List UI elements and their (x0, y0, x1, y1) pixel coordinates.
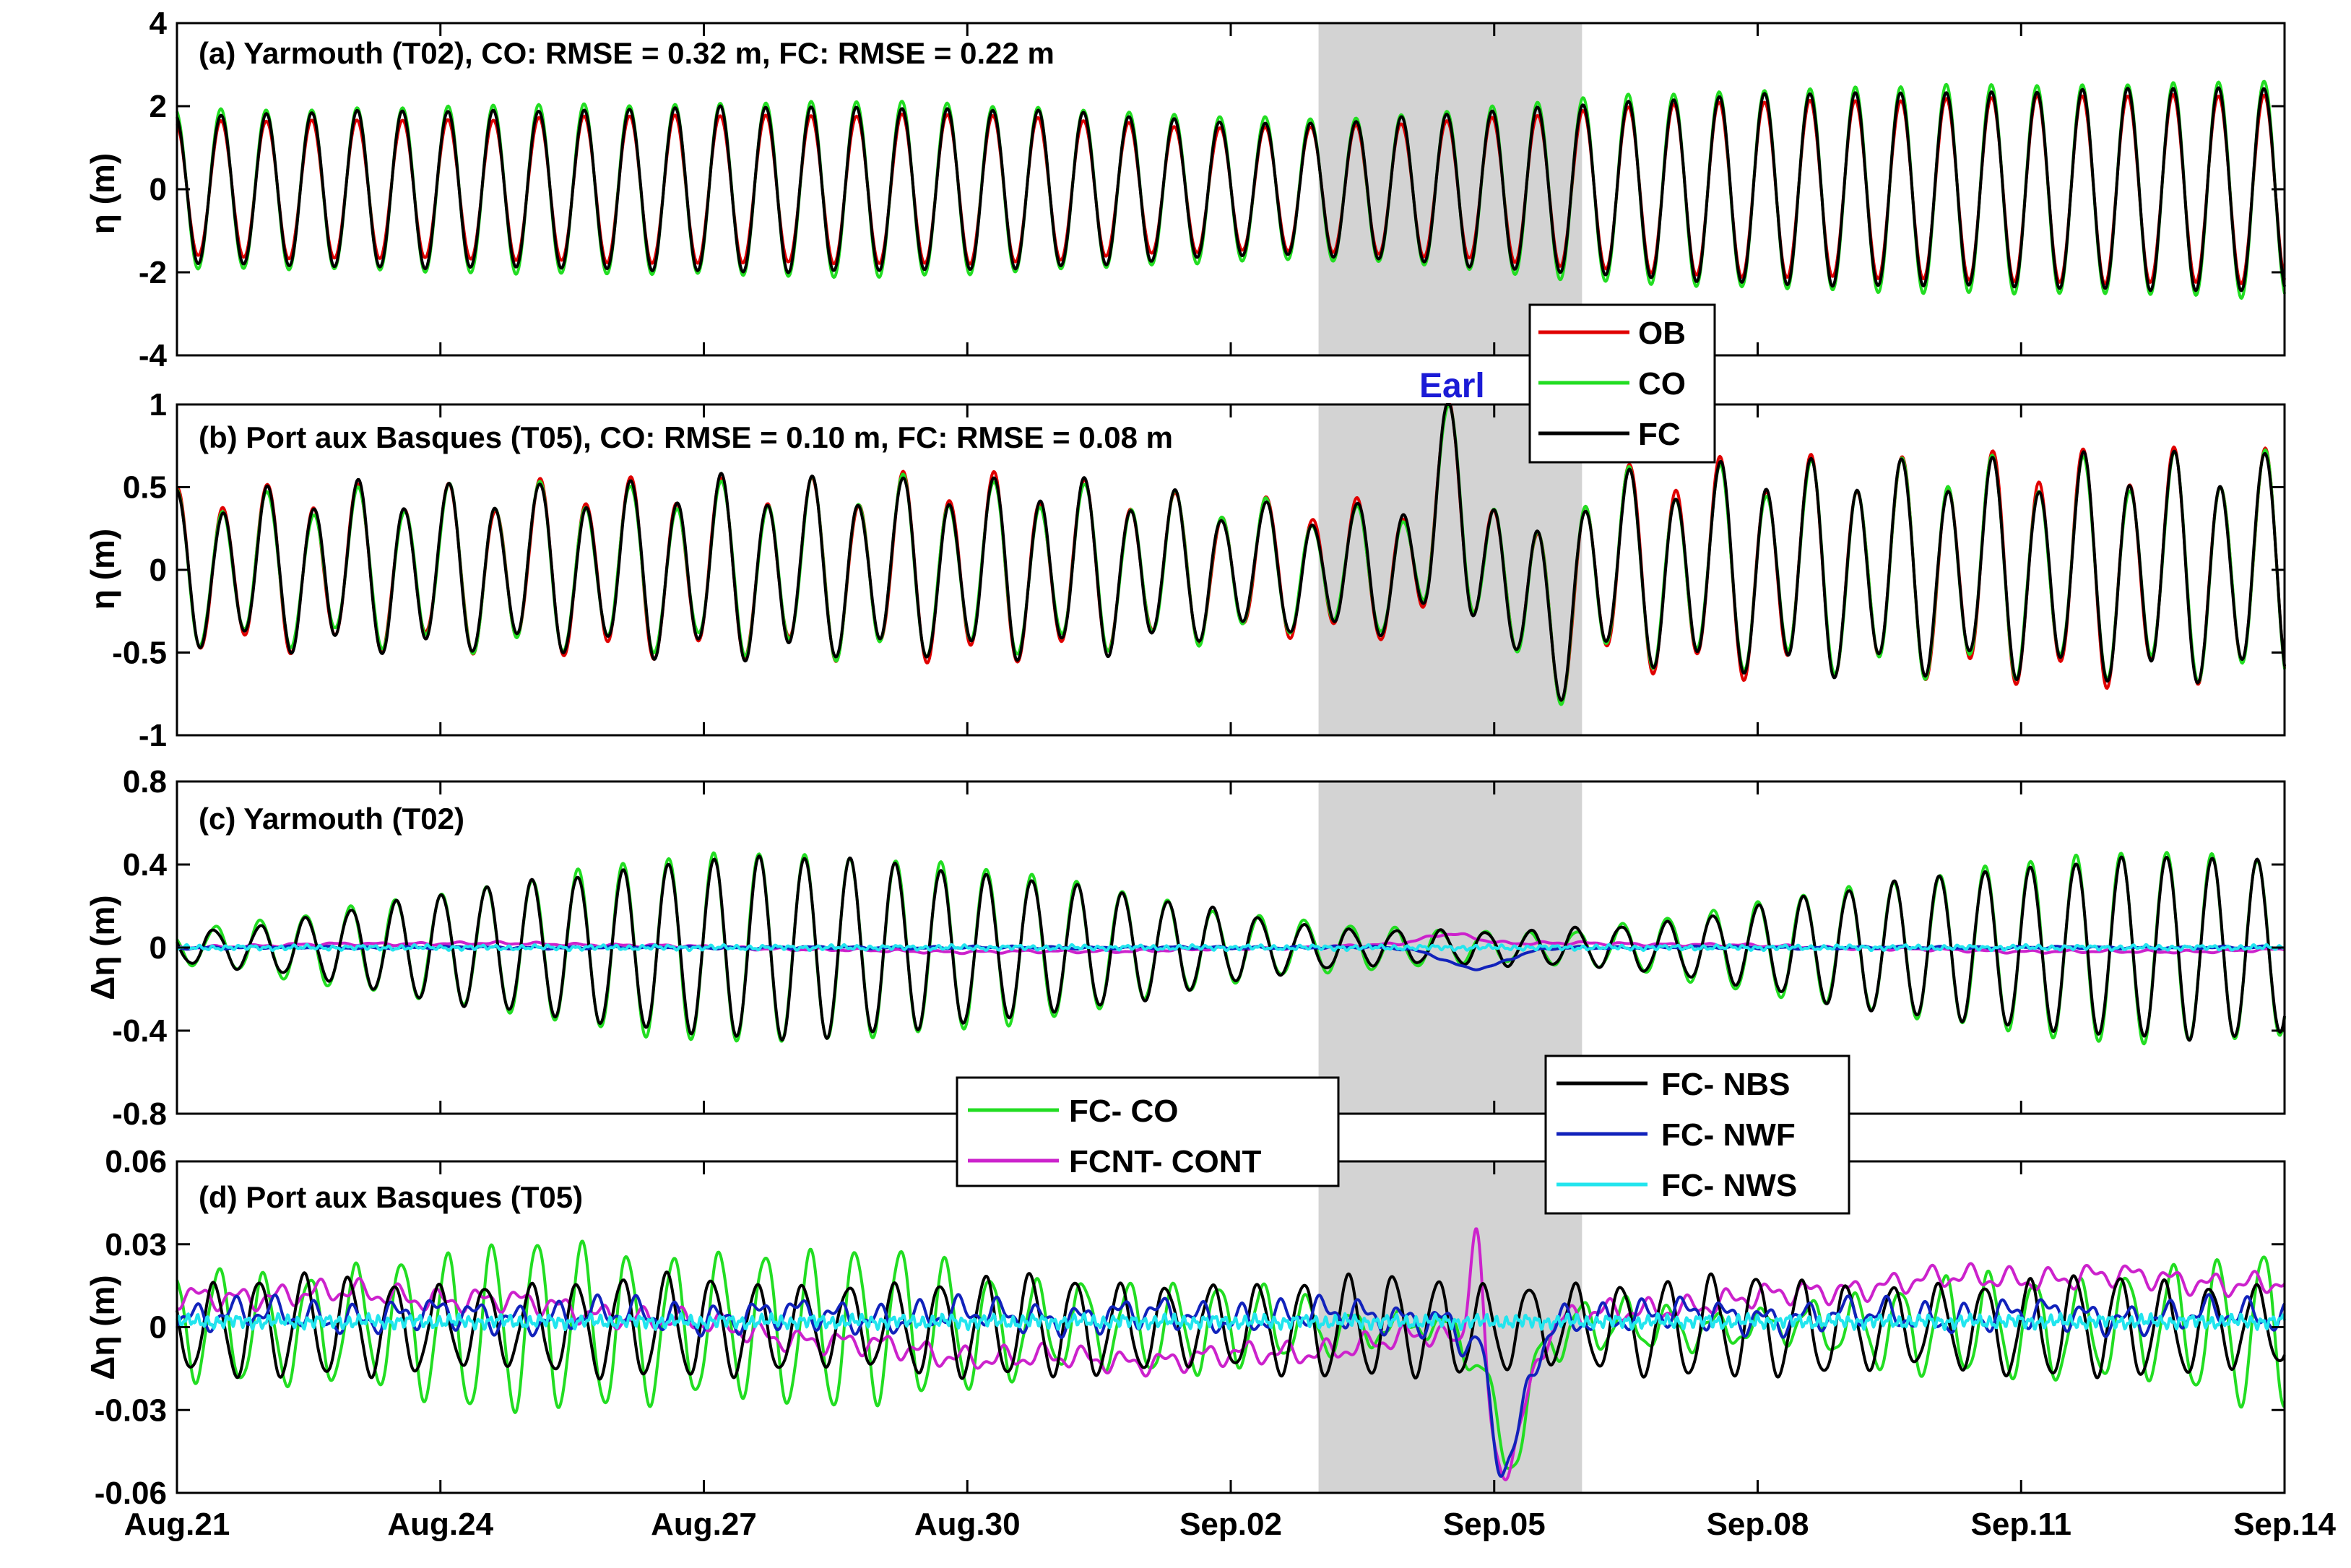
panel-a-title: (a) Yarmouth (T02), CO: RMSE = 0.32 m, F… (199, 36, 1055, 70)
panel-c-ytick-label: -0.4 (112, 1013, 167, 1049)
panel-b-series-fc (176, 403, 2286, 702)
panel-a-ytick-label: -2 (139, 255, 167, 290)
panel-b-ytick-label: 1 (150, 387, 167, 423)
panel-a-storm-shading (1318, 23, 1583, 355)
panel-d-ytick-label: 0.03 (105, 1227, 167, 1262)
panel-c-series-fc-nws (176, 943, 2285, 953)
earl-annotation: Earl (1419, 367, 1485, 405)
panel-b-ytick-label: -1 (139, 718, 167, 753)
x-tick-label: Aug.27 (651, 1507, 757, 1542)
panel-c-series-fc-nbs (176, 854, 2286, 1042)
legend-label-ob: OB (1638, 316, 1686, 351)
panel-b-ylabel: η (m) (84, 529, 121, 610)
panel-a-ytick-label: -4 (139, 338, 168, 373)
panel-c-title: (c) Yarmouth (T02) (199, 802, 464, 836)
panel-d-ytick-label: -0.03 (95, 1392, 167, 1428)
legend-c-left: FC- CO FCNT- CONT (956, 1076, 1340, 1187)
legend-label-fc-nws: FC- NWS (1661, 1168, 1797, 1203)
legend-label-fc-co: FC- CO (1069, 1093, 1179, 1129)
legend-label-fc: FC (1638, 417, 1681, 452)
panel-c-ytick-label: 0 (150, 930, 167, 966)
panel-d-ylabel: Δη (m) (84, 1275, 121, 1379)
x-tick-label: Sep.11 (1971, 1507, 2071, 1542)
panel-d-title: (d) Port aux Basques (T05) (199, 1180, 583, 1214)
panel-c-ytick-label: -0.8 (112, 1096, 167, 1132)
legend-label-co: CO (1638, 366, 1686, 402)
panel-a-series-fc (176, 86, 2286, 293)
panel-a-ytick-label: 2 (150, 89, 167, 124)
panel-b-ytick-label: 0.5 (123, 470, 167, 506)
panel-d-ytick-label: 0.06 (105, 1144, 167, 1179)
panel-c-ytick-label: 0.4 (123, 847, 168, 883)
panel-a-ytick-label: 4 (150, 6, 168, 41)
panel-c-ylabel: Δη (m) (84, 895, 121, 1000)
x-tick-label: Sep.08 (1707, 1507, 1809, 1542)
panel-a-ylabel: η (m) (84, 153, 121, 234)
panel-b-title: (b) Port aux Basques (T05), CO: RMSE = 0… (199, 420, 1173, 454)
panel-c: 0.8 0.4 0 -0.4 -0.8 (112, 764, 2286, 1132)
x-tick-label: Sep.02 (1179, 1507, 1282, 1542)
panel-d-series-fc-nws (176, 1312, 2286, 1332)
x-tick-label: Aug.21 (124, 1507, 230, 1542)
legend-label-fc-nwf: FC- NWF (1661, 1117, 1796, 1153)
panel-a-ytick-label: 0 (150, 172, 167, 207)
x-tick-label: Aug.24 (387, 1507, 493, 1542)
legend-label-fcnt-cont: FCNT- CONT (1069, 1144, 1262, 1179)
panel-b-ytick-label: 0 (150, 553, 167, 588)
legend-label-fc-nbs: FC- NBS (1661, 1067, 1790, 1102)
panel-b-ytick-label: -0.5 (112, 636, 167, 671)
panel-c-ytick-label: 0.8 (123, 764, 167, 800)
x-tick-label: Sep.05 (1443, 1507, 1546, 1542)
panel-d-ytick-label: 0 (150, 1310, 167, 1346)
panel-a: 4 2 0 -2 -4 (139, 6, 2286, 373)
x-tick-label: Sep.14 (2233, 1507, 2336, 1542)
panel-d-series-fc-nbs (176, 1270, 2286, 1381)
legend-c-right: FC- NBS FC- NWF FC- NWS (1544, 1054, 1850, 1215)
x-tick-label: Aug.30 (914, 1507, 1021, 1542)
panel-d-ytick-label: -0.06 (95, 1476, 167, 1511)
legend-a: OB CO FC (1528, 303, 1716, 464)
